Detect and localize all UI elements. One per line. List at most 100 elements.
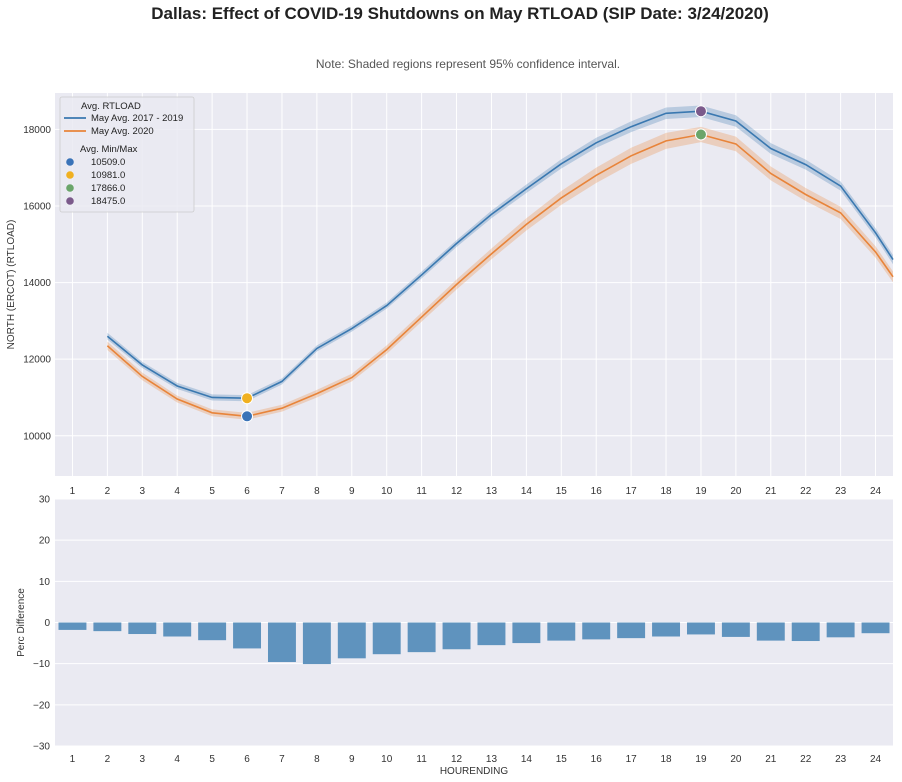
bar-chart-x-axis-label: HOURENDING [440,766,509,777]
figure-title: Dallas: Effect of COVID-19 Shutdowns on … [151,4,769,23]
y-tick-label: 30 [39,495,51,506]
x-tick-label: 11 [416,754,427,765]
x-tick-label: 12 [451,486,463,497]
bar [547,622,576,641]
x-tick-label: 6 [244,486,250,497]
bar-chart-y-axis-label: Perc Difference [16,588,27,657]
bar [617,622,646,639]
x-tick-label: 23 [835,754,847,765]
y-tick-label: 10 [39,577,51,588]
x-tick-label: 22 [800,754,812,765]
x-tick-label: 10 [381,486,393,497]
legend-entry: 10981.0 [91,170,125,181]
bar [302,622,331,665]
legend-entry: 18475.0 [91,196,125,207]
bar [477,622,506,646]
line-chart-y-axis-label: NORTH (ERCOT) (RTLOAD) [6,220,17,350]
x-tick-label: 1 [70,486,76,497]
x-tick-label: 24 [870,754,882,765]
x-tick-label: 19 [695,754,707,765]
min-max-marker [694,105,707,118]
y-tick-label: −30 [33,742,50,753]
bar [652,622,681,637]
bar [686,622,715,635]
legend-marker-swatch [66,171,74,179]
bar [372,622,401,655]
legend-title: Avg. RTLOAD [81,101,141,112]
y-tick-label: 10000 [23,431,51,442]
min-max-marker [241,392,254,405]
bar [442,622,471,650]
x-tick-label: 16 [591,486,603,497]
min-max-marker [694,128,707,141]
bar [163,622,192,637]
x-tick-label: 9 [349,754,355,765]
y-tick-label: 16000 [23,201,51,212]
y-tick-label: 14000 [23,278,51,289]
bar [337,622,366,659]
x-tick-label: 4 [174,754,180,765]
x-tick-label: 22 [800,486,812,497]
bar [721,622,750,637]
x-tick-label: 5 [209,486,215,497]
x-tick-label: 15 [556,486,568,497]
figure-note: Note: Shaded regions represent 95% confi… [315,57,621,71]
x-tick-label: 16 [591,754,603,765]
x-tick-label: 20 [730,754,742,765]
x-tick-label: 4 [174,486,180,497]
x-tick-label: 12 [451,754,463,765]
x-tick-label: 13 [486,754,498,765]
x-tick-label: 1 [70,754,76,765]
x-tick-label: 14 [521,754,533,765]
min-max-markers [241,105,707,423]
bar [512,622,541,644]
bar [128,622,157,635]
legend-subtitle: Avg. Min/Max [80,144,138,155]
x-tick-label: 3 [140,754,146,765]
y-tick-label: 0 [44,618,50,629]
line-chart-plot-area [55,93,893,476]
x-tick-label: 23 [835,486,847,497]
legend-box [59,96,195,213]
bar-chart-grid [55,498,893,747]
legend-entry: 10509.0 [91,157,125,168]
legend-entry: 17866.0 [91,183,125,194]
y-tick-label: −10 [33,659,50,670]
x-tick-label: 2 [105,486,111,497]
x-tick-label: 8 [314,486,320,497]
x-tick-label: 18 [660,754,672,765]
line-chart-panel: 1 2 3 4 5 6 7 8 9 10 11 12 13 14 15 16 17 18 19 20 21 22 23 241… [6,93,894,497]
x-tick-label: 21 [765,486,777,497]
x-tick-label: 8 [314,754,320,765]
line-chart-ticks: 1 2 3 4 5 6 7 8 9 10 11 12 13 14 15 16 17 18 19 20 21 22 23 241… [23,125,881,497]
x-tick-label: 17 [626,754,638,765]
y-tick-label: 18000 [23,125,51,136]
x-tick-label: 5 [209,754,215,765]
x-tick-label: 2 [105,754,111,765]
legend-marker-swatch [66,197,74,205]
bar-chart-panel: 1 2 3 4 5 6 7 8 9 10 11 12 13 14 15 16 17 18 19 20 21 22 23 243… [16,495,893,777]
x-tick-label: 21 [765,754,777,765]
bar [861,622,890,634]
x-tick-label: 15 [556,754,568,765]
x-tick-label: 3 [140,486,146,497]
x-tick-label: 10 [381,754,393,765]
x-tick-label: 7 [279,754,285,765]
x-tick-label: 20 [730,486,742,497]
x-tick-label: 24 [870,486,882,497]
x-tick-label: 11 [416,486,427,497]
x-tick-label: 9 [349,486,355,497]
x-tick-label: 13 [486,486,498,497]
min-max-marker [241,410,254,423]
x-tick-label: 18 [660,486,672,497]
bar [267,622,296,663]
y-tick-label: 12000 [23,355,51,366]
legend-entry: May Avg. 2017 - 2019 [91,113,183,124]
x-tick-label: 19 [695,486,707,497]
bar [756,622,785,641]
bar [407,622,436,653]
y-tick-label: 20 [39,536,51,547]
bar-chart-ticks: 1 2 3 4 5 6 7 8 9 10 11 12 13 14 15 16 17 18 19 20 21 22 23 243… [33,495,882,766]
